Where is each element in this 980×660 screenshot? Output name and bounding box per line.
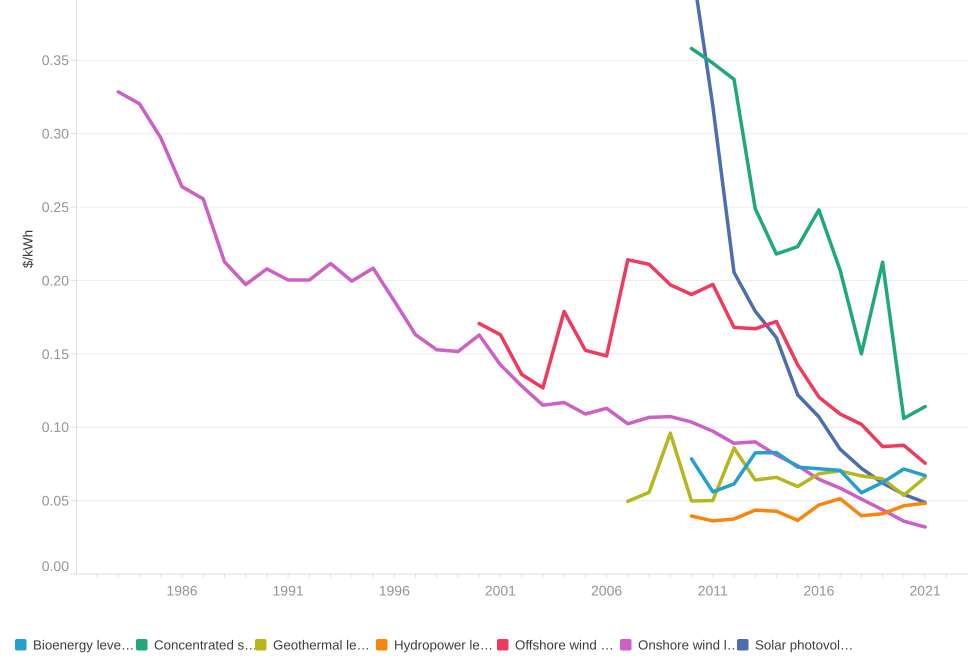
svg-text:Geothermal le…: Geothermal le… [273,638,370,653]
svg-text:2006: 2006 [591,583,622,599]
svg-text:0.10: 0.10 [42,419,69,435]
svg-text:0.25: 0.25 [42,199,69,215]
svg-text:0.20: 0.20 [42,272,69,288]
svg-text:0.30: 0.30 [42,126,69,142]
svg-text:Concentrated s…: Concentrated s… [154,638,257,653]
svg-text:0.05: 0.05 [42,493,69,509]
svg-text:2011: 2011 [698,583,728,599]
svg-text:$/kWh: $/kWh [21,230,36,268]
svg-text:2021: 2021 [910,583,941,599]
svg-text:2001: 2001 [485,583,516,599]
svg-text:2016: 2016 [803,583,834,599]
svg-text:Onshore wind l…: Onshore wind l… [638,638,740,653]
svg-text:Bioenergy leve…: Bioenergy leve… [33,638,134,653]
svg-text:1996: 1996 [379,583,410,599]
svg-text:Solar photovol…: Solar photovol… [755,638,853,653]
svg-text:0.35: 0.35 [42,52,69,68]
svg-text:0.00: 0.00 [42,558,69,574]
svg-text:1986: 1986 [166,583,197,599]
svg-text:Offshore wind …: Offshore wind … [515,638,614,653]
svg-text:Hydropower le…: Hydropower le… [394,638,493,653]
svg-text:1991: 1991 [273,583,304,599]
svg-text:0.15: 0.15 [42,346,69,362]
